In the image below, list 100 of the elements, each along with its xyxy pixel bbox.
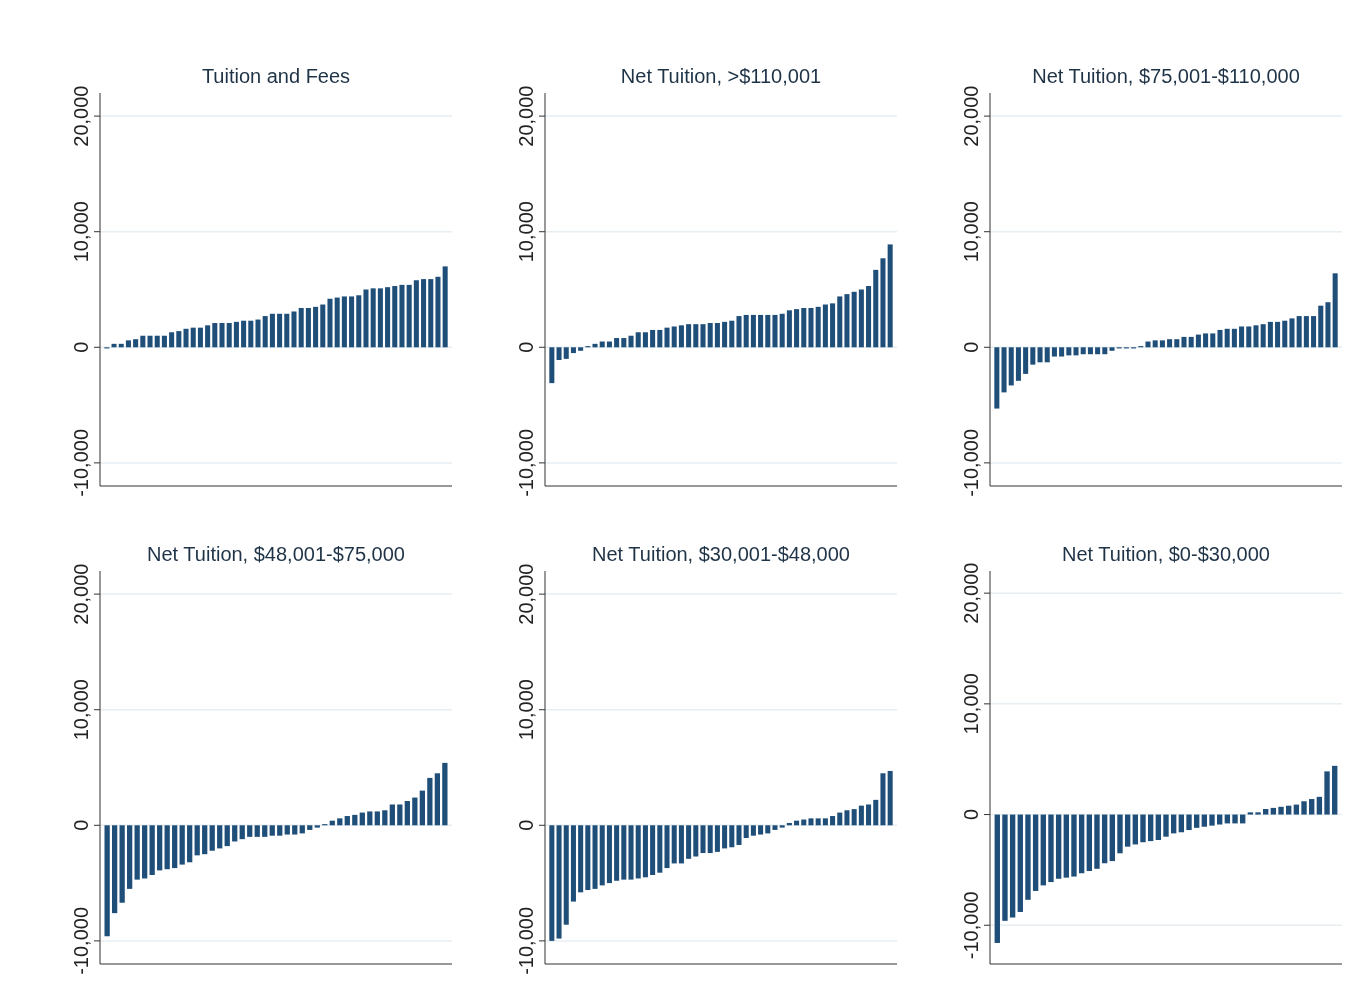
y-tick-label: 10,000 <box>960 673 982 735</box>
chart-title: Net Tuition, >$110,001 <box>620 65 822 87</box>
bar <box>291 311 297 348</box>
bar <box>729 825 735 848</box>
bar <box>205 325 211 348</box>
bar <box>1159 340 1165 348</box>
bar <box>1163 814 1169 837</box>
bar <box>1044 347 1050 363</box>
bar <box>413 280 419 348</box>
bar <box>887 244 893 348</box>
bar <box>1071 814 1077 877</box>
bar <box>664 327 670 348</box>
bar <box>599 825 605 886</box>
bar <box>1124 814 1131 847</box>
bar <box>327 298 333 348</box>
bar <box>1255 812 1261 815</box>
bar <box>161 335 167 348</box>
bar <box>337 818 343 826</box>
bar <box>1253 325 1259 348</box>
y-tick-label: -10,000 <box>515 906 537 975</box>
y-tick-label: 10,000 <box>515 201 537 263</box>
bar <box>1167 339 1173 348</box>
bar <box>700 324 706 348</box>
bar <box>370 288 376 348</box>
bar <box>104 825 110 937</box>
bar <box>1325 302 1331 348</box>
bar <box>786 310 792 348</box>
bar <box>722 321 728 348</box>
bar <box>866 804 872 826</box>
y-tick-label: 20,000 <box>70 563 92 625</box>
bar <box>1203 333 1209 348</box>
y-tick-label: 0 <box>515 341 537 353</box>
bar <box>1051 347 1057 357</box>
bar <box>1303 316 1309 348</box>
y-tick-label: -10,000 <box>960 428 982 497</box>
bar <box>556 347 562 361</box>
bar <box>149 825 155 875</box>
bar <box>112 825 118 914</box>
bar <box>671 825 677 864</box>
bar <box>254 825 260 837</box>
bar <box>1181 336 1187 348</box>
bar <box>736 316 742 348</box>
bar <box>822 304 828 348</box>
bar <box>1316 796 1323 815</box>
bar <box>1073 347 1079 356</box>
bar <box>801 307 807 348</box>
bar <box>794 309 800 348</box>
bar <box>693 825 699 857</box>
bar <box>1094 814 1100 869</box>
bar <box>1009 814 1016 918</box>
bar <box>219 323 225 348</box>
bar <box>563 347 569 359</box>
bar <box>359 812 365 826</box>
bar <box>592 825 598 889</box>
bar <box>1109 347 1115 351</box>
bar <box>344 816 350 826</box>
bar <box>183 328 189 348</box>
bar <box>277 825 283 836</box>
bar <box>837 296 843 348</box>
bar <box>305 307 311 348</box>
bar <box>356 295 362 348</box>
y-tick-label: 10,000 <box>960 201 982 263</box>
bar <box>779 313 785 348</box>
bar <box>389 804 395 826</box>
bar <box>556 825 562 939</box>
bar <box>707 323 713 348</box>
bar <box>830 816 836 826</box>
bar <box>858 805 864 826</box>
bar <box>1260 324 1266 348</box>
bar <box>194 825 200 856</box>
bar <box>284 313 290 348</box>
bar <box>374 811 380 826</box>
bar <box>1109 814 1115 862</box>
bar <box>442 266 448 348</box>
chart-title: Net Tuition, $48,001-$75,000 <box>147 543 405 565</box>
bar <box>125 340 131 348</box>
bar <box>127 825 133 889</box>
bar <box>650 825 656 875</box>
bar <box>226 323 232 348</box>
bar <box>142 825 148 879</box>
bar <box>851 809 857 826</box>
bar <box>549 825 555 941</box>
bar <box>427 777 433 826</box>
bar <box>1008 347 1014 386</box>
y-tick-label: 10,000 <box>70 679 92 741</box>
bar <box>190 327 196 348</box>
y-tick-label: 20,000 <box>960 562 982 624</box>
bar <box>1210 333 1216 348</box>
bar <box>428 279 434 348</box>
bar <box>1311 316 1317 348</box>
bar <box>570 347 576 354</box>
bar <box>1059 347 1065 357</box>
bar <box>277 313 283 348</box>
bar <box>1155 814 1162 841</box>
bar <box>657 825 663 873</box>
bar <box>187 825 193 863</box>
bar <box>179 825 185 865</box>
bar <box>1318 305 1324 348</box>
bar <box>421 279 427 348</box>
bar <box>147 335 153 348</box>
